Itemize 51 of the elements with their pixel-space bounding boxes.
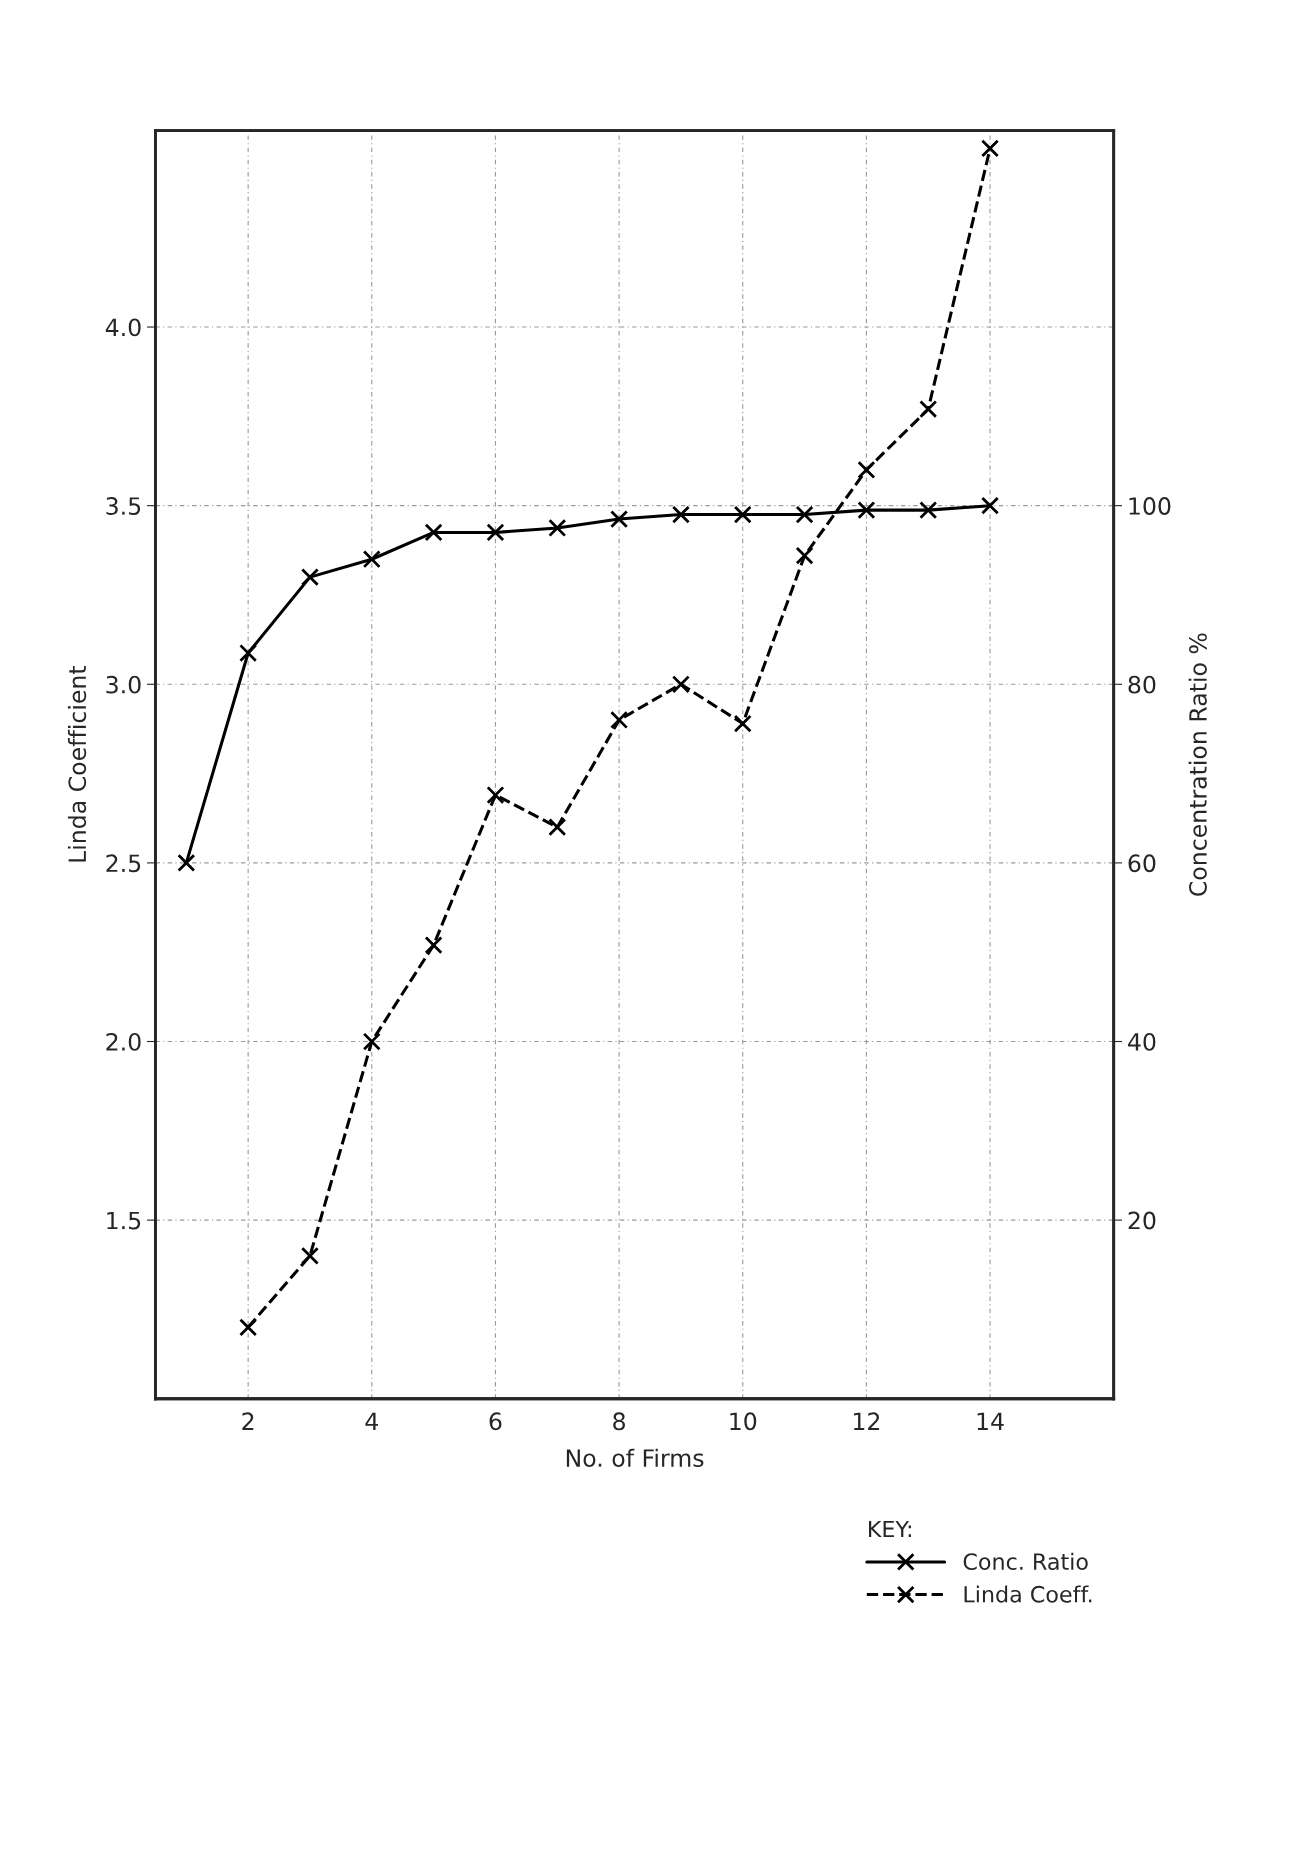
legend-label: Linda Coeff. [964, 1585, 1092, 1603]
point [671, 675, 690, 694]
point [795, 505, 814, 524]
point [177, 853, 196, 872]
y2-tick-label: 100 [1129, 497, 1171, 515]
point [733, 714, 752, 733]
legend-title: KEY: [869, 1520, 911, 1538]
point [239, 643, 258, 663]
point [795, 546, 814, 565]
point [300, 1246, 319, 1265]
y2-tick-label: 20 [1128, 1211, 1156, 1230]
point [424, 936, 443, 955]
x-tick-label: 4 [365, 1412, 378, 1430]
y2-axis-title: Concentration Ratio % [1188, 633, 1207, 896]
point [610, 510, 629, 529]
x-tick-label: 12 [853, 1412, 880, 1430]
x-tick-label: 6 [489, 1412, 502, 1431]
x-tick-label: 10 [730, 1412, 757, 1431]
y-tick-label: 2.5 [106, 854, 141, 873]
point [424, 523, 443, 542]
point [919, 501, 938, 520]
y-tick-label: 3.0 [106, 675, 141, 694]
point [919, 400, 938, 419]
point [671, 505, 690, 524]
x-tick-label: 8 [613, 1412, 625, 1431]
legend-label: Conc. Ratio [963, 1552, 1088, 1571]
y-tick-label: 3.5 [106, 497, 141, 515]
x-tick-label: 2 [242, 1412, 254, 1430]
point [610, 710, 629, 730]
x-tick-label: 14 [977, 1412, 1004, 1430]
point [548, 518, 567, 538]
point [486, 523, 505, 542]
point [300, 568, 319, 587]
point [486, 785, 505, 805]
y-tick-label: 1.5 [107, 1211, 141, 1230]
y2-tick-label: 60 [1128, 854, 1156, 873]
y-axis-title: Linda Coefficient [67, 665, 87, 862]
point [981, 496, 1000, 515]
point [239, 1318, 258, 1337]
y2-tick-label: 40 [1128, 1032, 1156, 1051]
point [733, 505, 752, 524]
point [362, 550, 381, 569]
y2-tick-label: 80 [1128, 675, 1156, 694]
point [362, 1032, 381, 1051]
point [857, 460, 876, 479]
point [857, 501, 876, 520]
x-axis-title: No. of Firms [566, 1448, 704, 1467]
y-tick-label: 4.0 [105, 318, 141, 337]
y-tick-label: 2.0 [106, 1032, 141, 1051]
point [981, 139, 1000, 158]
point [548, 818, 567, 837]
